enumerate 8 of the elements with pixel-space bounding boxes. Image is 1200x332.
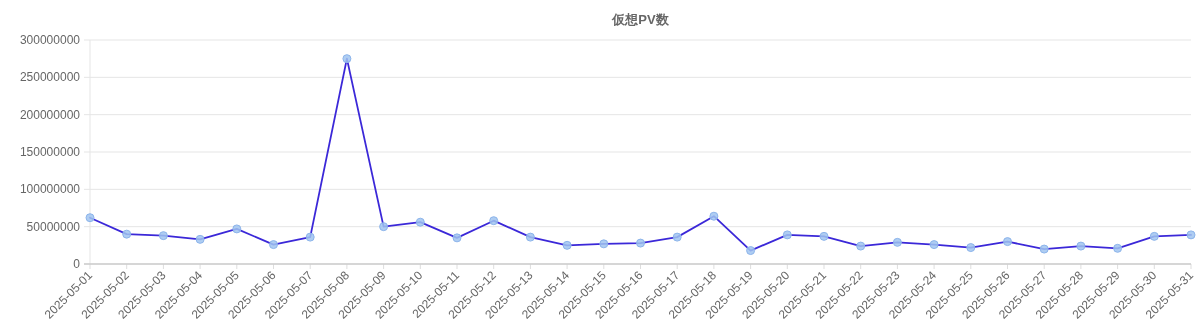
y-tick-label: 250000000 <box>19 70 81 85</box>
chart-title: 仮想PV数 <box>611 12 670 27</box>
y-tick-label: 300000000 <box>19 33 81 47</box>
y-tick-label: 100000000 <box>19 182 81 197</box>
y-tick-label: 50000000 <box>26 219 81 234</box>
y-tick-label: 200000000 <box>19 107 81 122</box>
y-tick-label: 150000000 <box>19 145 81 159</box>
y-tick-label: 0 <box>73 257 81 271</box>
